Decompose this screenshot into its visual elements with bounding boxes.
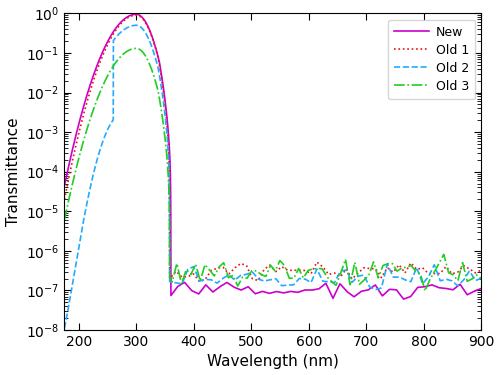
New [470, 290, 476, 294]
Old 1 [478, 268, 484, 272]
New [240, 287, 246, 292]
Old 2 [478, 276, 484, 280]
Old 2 [134, 23, 140, 27]
Old 2 [109, 119, 115, 124]
New [134, 12, 140, 16]
Legend: New, Old 1, Old 2, Old 3: New, Old 1, Old 2, Old 3 [388, 20, 475, 99]
Old 2 [62, 326, 68, 330]
New [222, 282, 228, 286]
New [109, 32, 115, 36]
Old 3 [134, 46, 140, 51]
Old 1 [470, 269, 476, 274]
Old 3 [478, 276, 484, 281]
Old 3 [240, 275, 246, 279]
Old 2 [134, 23, 140, 27]
Old 3 [426, 280, 432, 285]
Old 1 [62, 197, 68, 202]
New [400, 297, 406, 302]
X-axis label: Wavelength (nm): Wavelength (nm) [207, 354, 339, 369]
Old 3 [62, 217, 68, 222]
Line: Old 3: Old 3 [64, 48, 482, 291]
Old 3 [470, 276, 476, 280]
New [62, 183, 68, 188]
Old 2 [240, 273, 246, 278]
Old 3 [109, 66, 115, 70]
Old 1 [134, 13, 140, 17]
Y-axis label: Transmittance: Transmittance [6, 117, 20, 226]
Old 1 [134, 13, 140, 18]
Line: New: New [64, 14, 482, 299]
Old 1 [109, 34, 115, 39]
Old 2 [426, 275, 432, 279]
New [134, 12, 140, 16]
Old 2 [470, 274, 476, 279]
Old 1 [222, 267, 228, 271]
Old 2 [222, 275, 228, 280]
Old 3 [134, 46, 140, 51]
Old 1 [196, 279, 202, 284]
Old 1 [240, 262, 246, 266]
Old 3 [422, 289, 428, 293]
Old 1 [426, 272, 432, 276]
New [478, 286, 484, 291]
Line: Old 1: Old 1 [64, 15, 482, 282]
Old 3 [222, 263, 228, 267]
New [426, 284, 432, 288]
Line: Old 2: Old 2 [64, 25, 482, 328]
